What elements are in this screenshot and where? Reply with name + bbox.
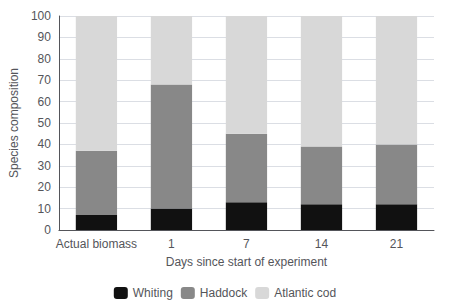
- svg-text:10: 10: [38, 202, 52, 216]
- svg-text:20: 20: [38, 180, 52, 194]
- svg-text:Species composition: Species composition: [7, 68, 21, 178]
- svg-text:1: 1: [168, 237, 175, 251]
- svg-text:Actual biomass: Actual biomass: [56, 237, 137, 251]
- svg-text:14: 14: [315, 237, 329, 251]
- svg-text:30: 30: [38, 159, 52, 173]
- svg-text:70: 70: [38, 73, 52, 87]
- svg-text:80: 80: [38, 52, 52, 66]
- svg-text:7: 7: [243, 237, 250, 251]
- svg-text:50: 50: [38, 116, 52, 130]
- svg-text:21: 21: [390, 237, 404, 251]
- svg-text:90: 90: [38, 30, 52, 44]
- svg-text:40: 40: [38, 137, 52, 151]
- svg-text:Whiting: Whiting: [133, 286, 173, 300]
- svg-text:Atlantic cod: Atlantic cod: [274, 286, 336, 300]
- svg-text:100: 100: [31, 9, 51, 23]
- svg-text:Days since start of experiment: Days since start of experiment: [166, 255, 328, 269]
- svg-text:Haddock: Haddock: [200, 286, 248, 300]
- svg-text:0: 0: [44, 223, 51, 237]
- svg-text:60: 60: [38, 95, 52, 109]
